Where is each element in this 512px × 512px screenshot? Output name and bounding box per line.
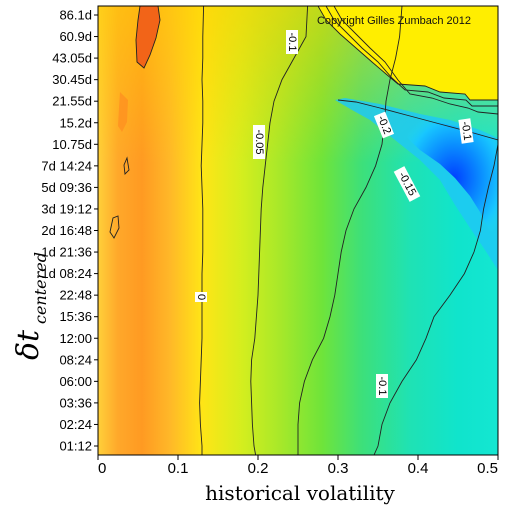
- computed-contours: [199, 6, 498, 455]
- contour-label: 0: [195, 292, 207, 302]
- x-tick-label: 0.2: [248, 460, 269, 477]
- svg-text:-0.05: -0.05: [253, 129, 265, 154]
- y-tick-label: 15.2d: [59, 115, 92, 130]
- y-tick-label: 01:12: [59, 439, 92, 454]
- y-tick-label: 10.75d: [52, 137, 92, 152]
- contour-label: -0.1: [286, 30, 298, 54]
- x-tick-label: 0.4: [408, 460, 429, 477]
- svg-text:-0.1: -0.1: [286, 33, 298, 52]
- y-axis-title-main: δt: [11, 329, 46, 360]
- contour-line--0.1: [297, 6, 403, 455]
- y-tick-label: 12:00: [59, 331, 92, 346]
- contour-line: [123, 156, 130, 175]
- y-tick-label: 43.05d: [52, 51, 92, 66]
- copyright-text: Copyright Gilles Zumbach 2012: [317, 15, 471, 27]
- y-tick-label: 02:24: [59, 417, 92, 432]
- svg-text:-0.1: -0.1: [376, 377, 388, 396]
- contour-labels: 0 -0.05 -0.1 -0.1 -0.15 -0.2 -0.1: [195, 30, 474, 398]
- contour-label: -0.1: [376, 374, 388, 398]
- contour-line--0.15: [373, 6, 498, 455]
- y-tick-label: 15:36: [59, 309, 92, 324]
- contour-line: [333, 6, 498, 115]
- plot-area: [98, 6, 498, 455]
- hot-region: [118, 92, 128, 132]
- x-tick-label: 0.1: [168, 460, 189, 477]
- contour-line: [135, 6, 161, 69]
- no-data-region: [318, 6, 498, 100]
- contour-label: -0.05: [253, 125, 265, 159]
- x-axis-title: historical volatility: [205, 481, 395, 505]
- y-tick-label: 22:48: [59, 288, 92, 303]
- svg-text:0: 0: [195, 294, 207, 300]
- x-axis-ticks: 0 0.1 0.2 0.3 0.4 0.5: [97, 455, 499, 477]
- contour-line: [109, 215, 120, 239]
- contour-label: -0.1: [458, 118, 474, 144]
- y-tick-label: 1d 08:24: [41, 266, 92, 281]
- y-tick-label: 86.1d: [59, 8, 92, 23]
- x-tick-label: 0: [98, 460, 106, 477]
- x-tick-label: 0.3: [328, 460, 349, 477]
- y-tick-label: 30.45d: [52, 72, 92, 87]
- y-axis-ticks: 01:12 02:24 03:36 06:00 08:24 12:00 15:36 22:48…: [41, 8, 98, 454]
- coldest-region: [400, 118, 498, 238]
- contour-line: [325, 6, 498, 107]
- y-tick-label: 21.55d: [52, 94, 92, 109]
- y-tick-label: 7d 14:24: [41, 158, 92, 173]
- contour-line: [317, 6, 498, 101]
- y-tick-label: 08:24: [59, 352, 92, 367]
- y-tick-label: 1d 21:36: [41, 245, 92, 260]
- contour-lines: [109, 6, 498, 239]
- y-axis-title-subscript: centered: [31, 252, 50, 324]
- y-axis-title: δt centered: [11, 252, 50, 360]
- hot-region: [136, 6, 160, 68]
- y-tick-label: 60.9d: [59, 29, 92, 44]
- y-tick-label: 2d 16:48: [41, 223, 92, 238]
- y-tick-label: 3d 19:12: [41, 201, 92, 216]
- svg-text:-0.1: -0.1: [459, 121, 474, 141]
- contour-line--0.05: [250, 6, 309, 455]
- x-tick-label: 0.5: [477, 460, 498, 477]
- y-tick-label: 06:00: [59, 374, 92, 389]
- y-tick-label: 5d 09:36: [41, 180, 92, 195]
- contour-line-0: [199, 6, 205, 455]
- y-tick-label: 03:36: [59, 395, 92, 410]
